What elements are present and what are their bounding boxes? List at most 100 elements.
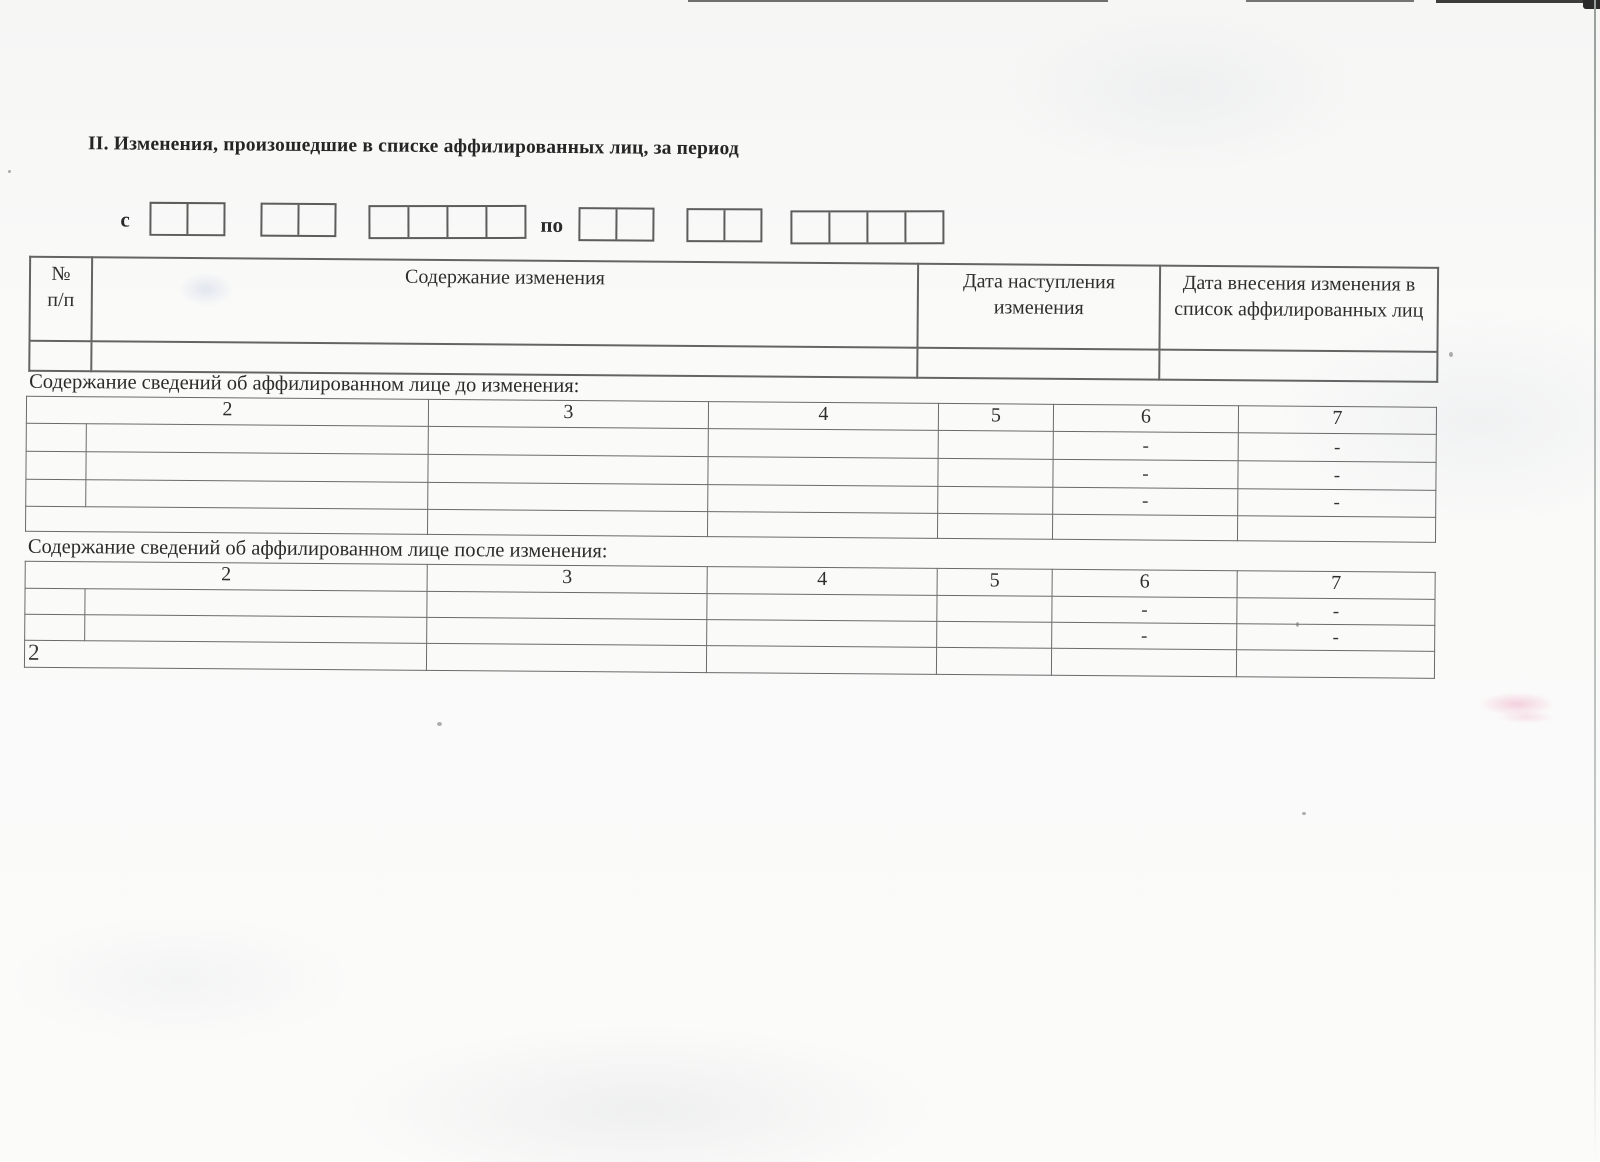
col-number-7: 7 <box>1237 570 1436 600</box>
date-digit-cell <box>151 204 186 234</box>
empty-cell <box>1236 649 1435 679</box>
empty-cell <box>84 614 427 644</box>
empty-cell <box>706 619 937 648</box>
empty-cell <box>1051 648 1237 677</box>
scan-edge-mark <box>1246 0 1414 2</box>
dash-cell: - <box>1237 488 1436 518</box>
date-from-year-boxes <box>368 204 527 240</box>
col-number-6: 6 <box>1052 569 1238 598</box>
before-section-label: Содержание сведений об аффилированном ли… <box>29 370 580 398</box>
col-number-7: 7 <box>1238 405 1437 435</box>
num-header-line2: п/п <box>47 288 75 312</box>
date-digit-cell <box>485 206 525 237</box>
empty-cell <box>936 621 1052 649</box>
date-digit-cell <box>866 212 905 243</box>
empty-cell <box>25 451 87 480</box>
after-change-table: 2 3 4 5 6 7 - - - - 2 <box>24 561 1436 679</box>
dash-cell: - <box>1236 597 1436 626</box>
date-digit-cell <box>297 204 335 236</box>
date-digit-cell <box>262 205 297 235</box>
empty-cell <box>937 458 1054 488</box>
date-digit-cell <box>792 212 828 242</box>
date-digit-cell <box>723 210 761 241</box>
empty-cell <box>26 423 87 452</box>
empty-cell <box>936 647 1052 676</box>
dash-cell: - <box>1053 431 1239 461</box>
col-number-2: 2 <box>26 396 429 427</box>
date-digit-cell <box>688 210 723 240</box>
date-digit-cell <box>580 209 615 239</box>
date-digit-cell <box>904 212 943 243</box>
date-digit-cell <box>407 207 447 238</box>
date-to-day-boxes <box>578 207 655 242</box>
empty-cell <box>707 484 938 514</box>
col-number-5: 5 <box>937 568 1053 597</box>
col-number-4: 4 <box>707 566 938 596</box>
dash-cell: - <box>1051 596 1238 624</box>
col-number-3: 3 <box>428 399 709 429</box>
date-from-month-boxes <box>260 202 337 238</box>
empty-cell <box>86 423 429 455</box>
date-digit-cell <box>615 209 653 240</box>
empty-cell <box>706 593 938 622</box>
empty-cell <box>426 643 707 673</box>
dash-cell: - <box>1236 623 1435 652</box>
empty-cell <box>25 506 428 535</box>
empty-cell <box>707 456 939 487</box>
dash-cell: - <box>1052 459 1239 489</box>
scan-edge-mark <box>1436 0 1600 3</box>
empty-cell <box>427 454 709 485</box>
changes-col-header-num: № п/п <box>29 256 93 342</box>
page-number: 2 <box>24 640 427 671</box>
empty-cell <box>708 428 939 459</box>
empty-cell <box>428 426 709 457</box>
period-row: с по <box>1 0 1600 245</box>
dash-cell: - <box>1238 432 1437 463</box>
date-digit-cell <box>446 206 486 238</box>
empty-cell <box>24 588 86 615</box>
date-from-day-boxes <box>149 201 226 237</box>
dash-cell: - <box>1237 460 1437 491</box>
empty-cell <box>24 614 85 641</box>
empty-cell <box>1052 514 1238 541</box>
changes-col-header-content: Содержание изменения <box>91 257 919 348</box>
col-number-3: 3 <box>427 564 708 594</box>
empty-cell <box>29 340 92 372</box>
num-header-line1: № <box>51 262 71 286</box>
col-number-5: 5 <box>938 403 1054 432</box>
empty-cell <box>937 486 1053 515</box>
empty-cell <box>426 617 707 646</box>
empty-cell <box>707 511 938 539</box>
dash-cell: - <box>1051 622 1237 650</box>
empty-cell <box>25 479 86 507</box>
period-from-label: с <box>120 207 130 232</box>
empty-cell <box>427 509 708 537</box>
empty-cell <box>84 588 428 618</box>
dash-cell: - <box>1052 487 1238 516</box>
section-title: II. Изменения, произошедшие в списке афф… <box>87 133 740 160</box>
empty-cell <box>938 430 1054 460</box>
before-change-table: 2 3 4 5 6 7 - - - - <box>25 396 1437 543</box>
col-number-2: 2 <box>25 561 428 592</box>
empty-cell <box>1237 515 1436 543</box>
empty-cell <box>426 591 708 620</box>
empty-cell <box>1159 349 1438 382</box>
date-digit-cell <box>828 212 867 243</box>
after-section-label: Содержание сведений об аффилированном ли… <box>27 535 608 563</box>
scan-corner-mark <box>1583 0 1600 9</box>
changes-col-header-date-entered: Дата внесения изменения в список аффилир… <box>1159 265 1439 352</box>
empty-cell <box>706 645 937 675</box>
changes-col-header-date-occurred: Дата наступления изменения <box>917 263 1161 350</box>
empty-cell <box>917 347 1160 380</box>
empty-cell <box>85 451 429 483</box>
date-to-month-boxes <box>686 208 763 243</box>
empty-cell <box>85 479 428 510</box>
scan-edge-mark <box>688 0 1108 2</box>
col-number-6: 6 <box>1053 404 1239 433</box>
empty-cell <box>936 595 1053 623</box>
date-digit-cell <box>370 207 407 237</box>
changes-table: № п/п Содержание изменения Дата наступле… <box>28 256 1439 383</box>
col-number-4: 4 <box>708 401 939 431</box>
